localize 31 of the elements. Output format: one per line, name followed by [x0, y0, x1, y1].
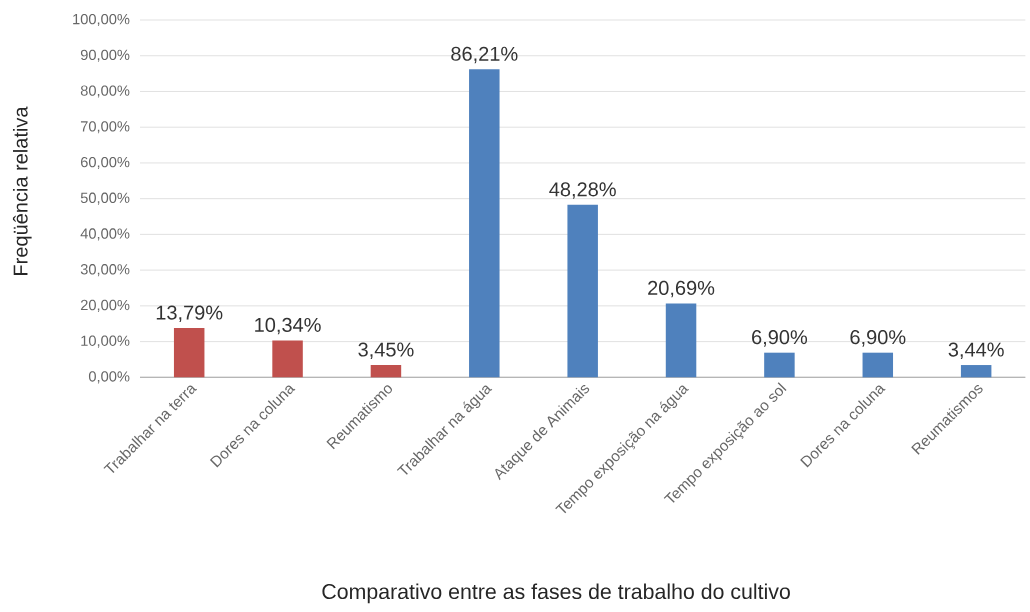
data-label: 10,34%: [255, 317, 321, 335]
y-tick-label: 50,00%: [80, 192, 130, 205]
data-label: 86,21%: [451, 46, 518, 64]
bar: [272, 340, 303, 378]
bar: [567, 204, 598, 378]
y-tick-label: 70,00%: [80, 121, 130, 134]
y-tick-label: 10,00%: [81, 335, 130, 348]
data-label: 20,69%: [648, 280, 715, 298]
bar: [469, 69, 500, 378]
bar: [764, 352, 795, 378]
y-axis-title: Freqüência relativa: [12, 106, 32, 275]
y-tick-label: 60,00%: [80, 156, 130, 169]
x-axis-title: Comparativo entre as fases de trabalho do cultivo: [322, 583, 790, 604]
data-label: 6,90%: [752, 330, 808, 347]
y-tick-label: 100,00%: [73, 13, 130, 27]
data-label: 13,79%: [156, 305, 223, 323]
y-tick-label: 80,00%: [80, 85, 130, 98]
data-label: 3,45%: [358, 342, 414, 359]
y-tick-label: 30,00%: [80, 264, 130, 277]
bar: [173, 328, 205, 378]
data-label: 48,28%: [549, 182, 616, 199]
bar: [960, 365, 992, 378]
y-tick-label: 20,00%: [80, 299, 130, 312]
y-tick-label: 0,00%: [88, 371, 130, 384]
data-label: 6,90%: [850, 330, 906, 347]
y-tick-label: 90,00%: [80, 49, 130, 62]
bar: [665, 303, 697, 378]
bar: [370, 365, 402, 378]
y-tick-label: 40,00%: [80, 228, 130, 241]
data-label: 3,44%: [948, 342, 1004, 359]
bar: [862, 352, 894, 378]
